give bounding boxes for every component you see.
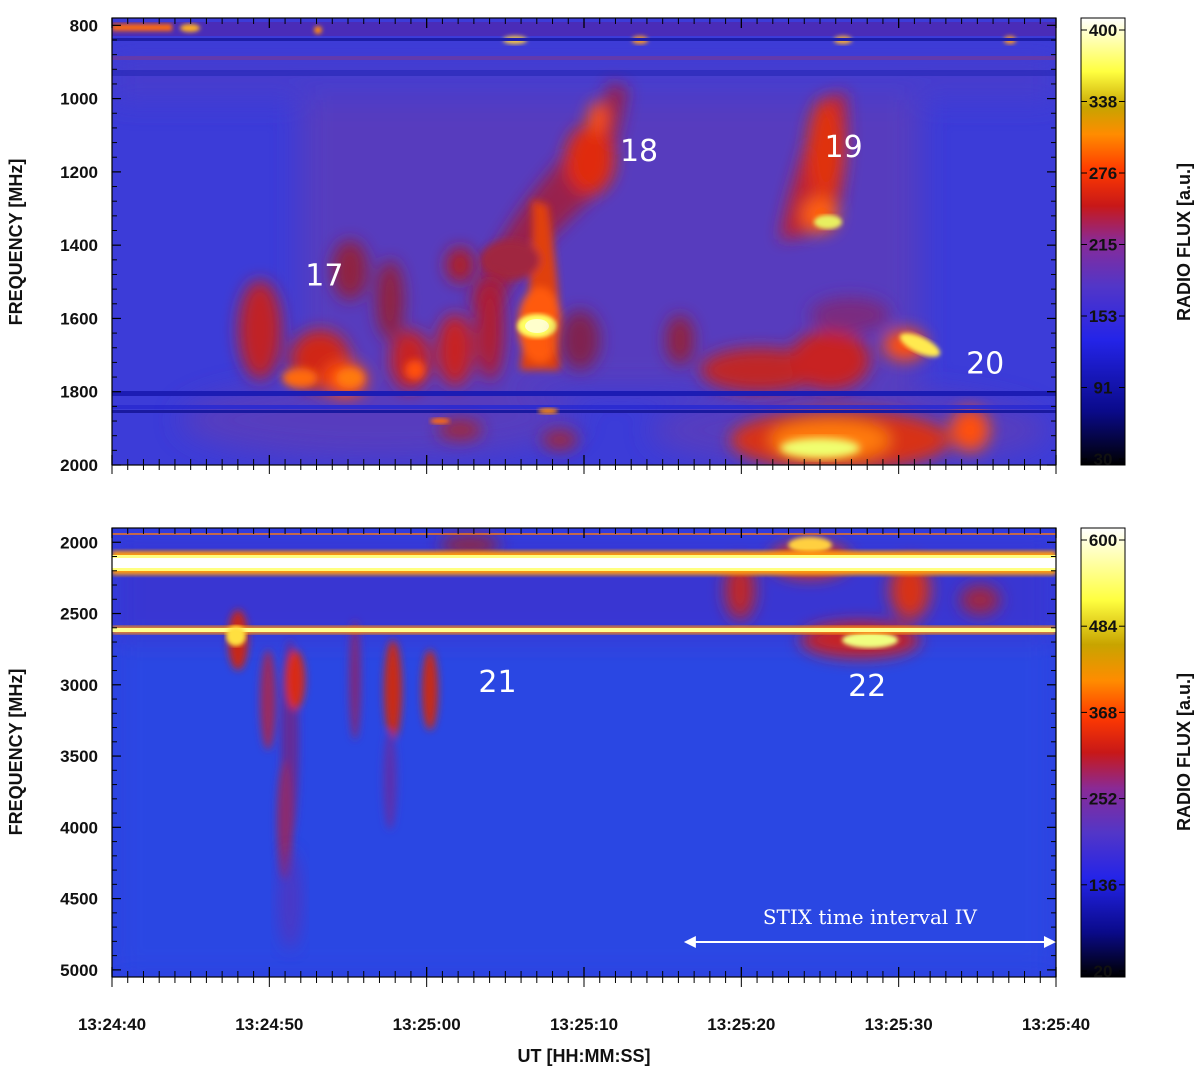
colorbar-tick-label: 600 <box>1089 531 1117 550</box>
colorbar-tick-label: 400 <box>1089 21 1117 40</box>
colorbar-tick-label: 338 <box>1089 93 1117 112</box>
colorbar-tick-label: 20 <box>1094 962 1113 981</box>
colorbar-tick-label: 30 <box>1094 450 1113 469</box>
colorbar-tick-label: 252 <box>1089 790 1117 809</box>
y-tick-label: 2000 <box>60 533 98 552</box>
y-tick-label: 800 <box>70 16 98 35</box>
upper-colorbar-ticks: 400 338 276 215 153 91 30 <box>1081 21 1125 469</box>
lower-spectrogram-panel: FREQUENCY [MHz] 2000 2500 3000 3500 4000 4500… <box>6 527 1194 987</box>
y-tick-label: 4000 <box>60 818 98 837</box>
lower-y-ticks: 2000 2500 3000 3500 4000 4500 5000 <box>60 533 1056 980</box>
y-tick-label: 1200 <box>60 163 98 182</box>
colorbar-tick-label: 484 <box>1089 617 1118 636</box>
y-tick-label: 2500 <box>60 605 98 624</box>
colorbar-tick-label: 368 <box>1089 703 1117 722</box>
y-tick-label: 5000 <box>60 961 98 980</box>
upper-colorbar-title: RADIO FLUX [a.u.] <box>1174 163 1194 321</box>
lower-colorbar <box>1080 527 1126 978</box>
y-tick-label: 4500 <box>60 890 98 909</box>
y-tick-label: 3000 <box>60 676 98 695</box>
x-tick-label: 13:25:00 <box>393 1015 461 1034</box>
lower-colorbar-ticks: 600 484 368 252 136 20 <box>1081 531 1125 981</box>
upper-spectrogram-panel: FREQUENCY [MHz] 800 1000 1200 1400 1600 1800 2… <box>6 16 1194 475</box>
colorbar-tick-label: 91 <box>1094 379 1113 398</box>
y-tick-label: 2000 <box>60 456 98 475</box>
colorbar-tick-label: 276 <box>1089 164 1117 183</box>
y-tick-label: 1400 <box>60 236 98 255</box>
y-tick-label: 1600 <box>60 309 98 328</box>
upper-y-axis-title: FREQUENCY [MHz] <box>6 159 26 326</box>
x-tick-label: 13:25:10 <box>550 1015 618 1034</box>
burst-label: 19 <box>825 130 863 165</box>
x-axis-title: UT [HH:MM:SS] <box>518 1046 651 1066</box>
burst-label: 17 <box>305 258 343 293</box>
lower-y-axis-title: FREQUENCY [MHz] <box>6 669 26 836</box>
lower-colorbar-title: RADIO FLUX [a.u.] <box>1174 673 1194 831</box>
x-tick-label: 13:25:20 <box>707 1015 775 1034</box>
x-tick-label: 13:24:40 <box>78 1015 146 1034</box>
burst-label: 18 <box>620 134 658 169</box>
upper-colorbar <box>1080 17 1126 466</box>
x-tick-label: 13:24:50 <box>235 1015 303 1034</box>
lower-annotations: 21 22 <box>478 665 886 704</box>
colorbar-tick-label: 153 <box>1089 307 1117 326</box>
colorbar-tick-label: 136 <box>1089 876 1117 895</box>
y-tick-label: 1800 <box>60 383 98 402</box>
upper-x-ticks <box>111 18 1057 474</box>
x-tick-label: 13:25:40 <box>1022 1015 1090 1034</box>
y-tick-label: 1000 <box>60 90 98 109</box>
burst-label: 21 <box>478 665 516 700</box>
lower-x-ticks <box>111 528 1057 987</box>
colorbar-tick-label: 215 <box>1089 236 1117 255</box>
burst-label: 20 <box>966 346 1004 381</box>
y-tick-label: 3500 <box>60 747 98 766</box>
burst-label: 22 <box>848 669 886 704</box>
stix-interval-label: STIX time interval IV <box>763 905 978 929</box>
upper-y-ticks: 800 1000 1200 1400 1600 1800 2000 <box>60 16 1056 475</box>
x-tick-label: 13:25:30 <box>865 1015 933 1034</box>
upper-annotations: 17 18 19 20 <box>305 130 1004 381</box>
x-tick-labels: 13:24:40 13:24:50 13:25:00 13:25:10 13:25:20… <box>78 1015 1090 1034</box>
stix-interval-arrow: STIX time interval IV <box>683 905 1056 948</box>
